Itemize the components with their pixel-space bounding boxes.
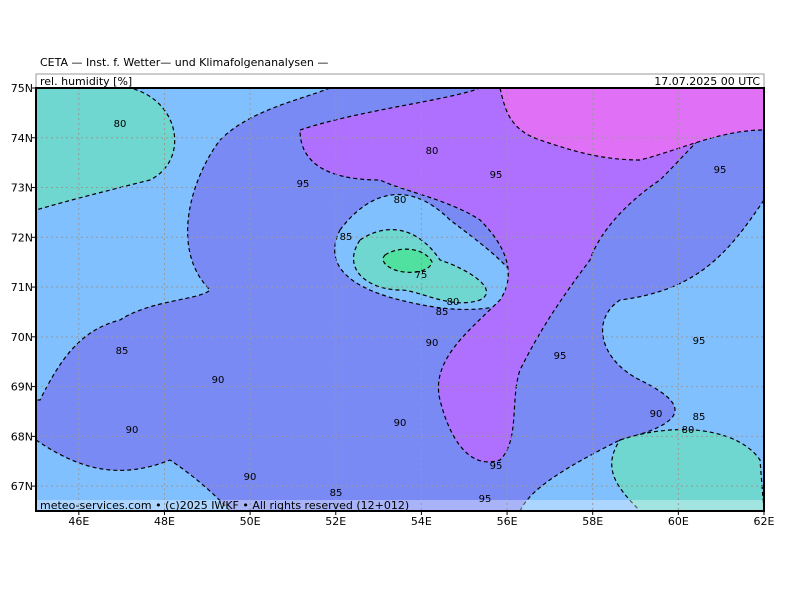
contour-label: 95 — [554, 351, 567, 362]
contour-label: 90 — [212, 375, 225, 386]
variable-label: rel. humidity [%] — [40, 75, 132, 88]
contour-label: 95 — [714, 165, 727, 176]
contour-label: 80 — [447, 297, 460, 308]
contour-label: 80 — [682, 425, 695, 436]
lon-tick-label: 50E — [240, 515, 261, 528]
contour-label: 95 — [490, 170, 503, 181]
lat-tick-label: 71N — [11, 281, 33, 294]
region-teal — [36, 88, 176, 211]
region-purple — [299, 88, 764, 463]
contour-label: 95 — [693, 336, 706, 347]
axis-ticks: 46E 48E 50E 52E 54E 56E 58E 60E 62E 75N 74N 73N 72N 7… — [11, 82, 775, 528]
contour-label: 90 — [126, 425, 139, 436]
region-magenta — [499, 88, 764, 161]
contour-label: 85 — [330, 488, 343, 499]
contour-label: 95 — [297, 179, 310, 190]
header-title: CETA — Inst. f. Wetter— und Klimafolgena… — [40, 56, 328, 69]
lon-tick-label: 46E — [68, 515, 89, 528]
contour-label: 90 — [650, 409, 663, 420]
lat-tick-label: 68N — [11, 430, 33, 443]
contour-label: 85 — [340, 232, 353, 243]
contour-label: 75 — [415, 270, 428, 281]
lon-tick-label: 60E — [668, 515, 689, 528]
lat-tick-label: 69N — [11, 381, 33, 394]
contour-label: 85 — [436, 307, 449, 318]
contour-label: 85 — [693, 412, 706, 423]
lon-tick-label: 58E — [582, 515, 603, 528]
region-light — [36, 439, 231, 511]
contour-label: 90 — [394, 418, 407, 429]
region-teal — [611, 429, 764, 511]
credit-strip — [36, 500, 764, 511]
contour-label: 85 — [116, 346, 129, 357]
lon-tick-label: 62E — [754, 515, 775, 528]
lat-tick-label: 74N — [11, 132, 33, 145]
region-green — [382, 248, 433, 273]
valid-time: 17.07.2025 00 UTC — [654, 75, 760, 88]
footer-credit: meteo-services.com • (c)2025 IWKF • All … — [40, 499, 409, 512]
lat-tick-label: 75N — [11, 82, 33, 95]
lon-tick-label: 56E — [497, 515, 518, 528]
lon-tick-label: 48E — [154, 515, 175, 528]
contour-label: 80 — [394, 195, 407, 206]
lat-tick-label: 73N — [11, 182, 33, 195]
contour-label: 80 — [426, 146, 439, 157]
contour-label: 80 — [114, 119, 127, 130]
lon-tick-label: 52E — [325, 515, 346, 528]
field — [36, 88, 764, 511]
contour-label: 90 — [426, 338, 439, 349]
lat-tick-label: 70N — [11, 331, 33, 344]
lat-tick-label: 67N — [11, 480, 33, 493]
contour-label: 95 — [479, 494, 492, 505]
lon-tick-label: 54E — [411, 515, 432, 528]
lat-tick-label: 72N — [11, 231, 33, 244]
map-frame — [35, 87, 765, 512]
contour-label: 95 — [490, 461, 503, 472]
contour-label: 90 — [244, 472, 257, 483]
